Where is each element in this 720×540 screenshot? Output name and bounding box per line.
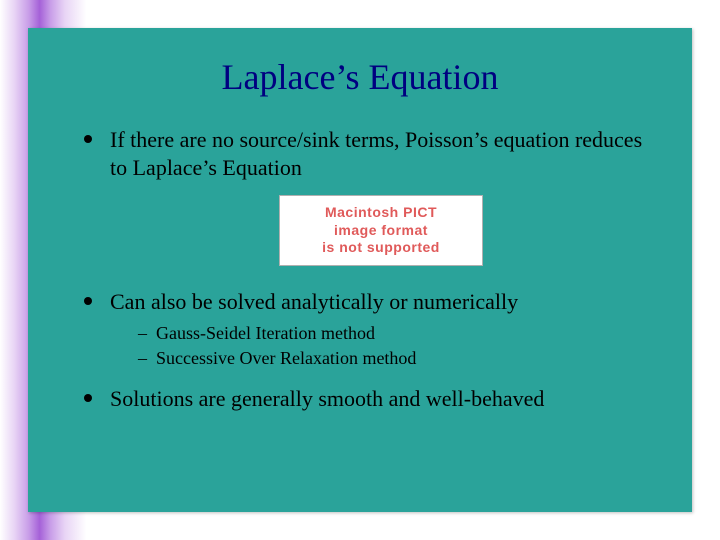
bullet-text: If there are no source/sink terms, Poiss… — [110, 127, 642, 180]
list-item: Can also be solved analytically or numer… — [84, 288, 652, 372]
missing-image-placeholder: Macintosh PICT image format is not suppo… — [279, 195, 483, 266]
slide-title: Laplace’s Equation — [28, 56, 692, 98]
content-panel: Laplace’s Equation If there are no sourc… — [28, 28, 692, 512]
sub-bullet-text: Successive Over Relaxation method — [156, 348, 416, 368]
bullet-text: Solutions are generally smooth and well-… — [110, 386, 544, 411]
sub-list-item: Gauss-Seidel Iteration method — [138, 321, 652, 346]
sub-bullet-list: Gauss-Seidel Iteration method Successive… — [110, 321, 652, 371]
list-item: If there are no source/sink terms, Poiss… — [84, 126, 652, 266]
placeholder-line: image format — [286, 222, 476, 240]
bullet-list: If there are no source/sink terms, Poiss… — [28, 126, 692, 413]
list-item: Solutions are generally smooth and well-… — [84, 385, 652, 413]
bullet-text: Can also be solved analytically or numer… — [110, 289, 518, 314]
sub-list-item: Successive Over Relaxation method — [138, 346, 652, 371]
sub-bullet-text: Gauss-Seidel Iteration method — [156, 323, 375, 343]
slide-background: Laplace’s Equation If there are no sourc… — [0, 0, 720, 540]
placeholder-line: Macintosh PICT — [286, 204, 476, 222]
placeholder-line: is not supported — [286, 239, 476, 257]
